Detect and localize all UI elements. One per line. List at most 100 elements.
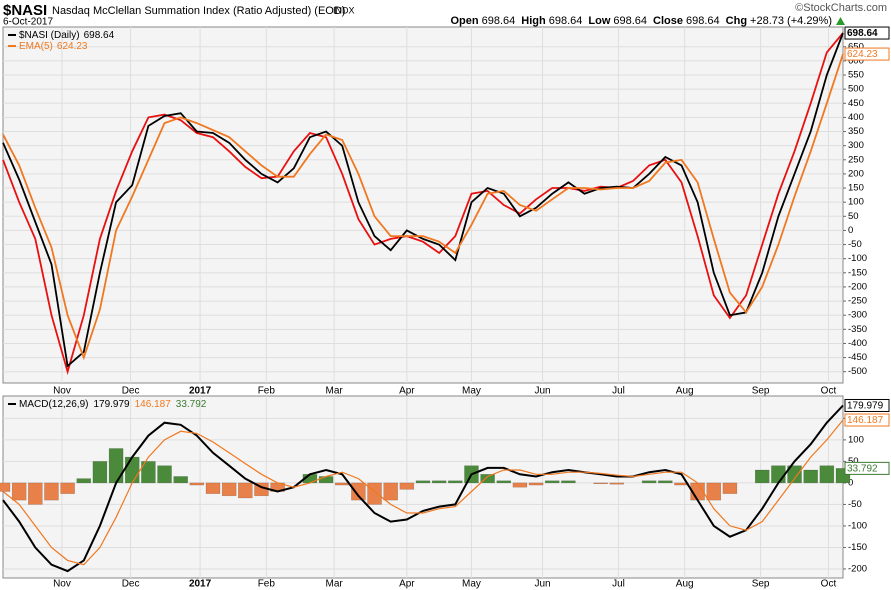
value-tag (844, 398, 890, 412)
y-tick-label: -450 (848, 352, 867, 363)
x-tick-label: Jun (534, 386, 550, 397)
quote-value: 698.64 (482, 15, 516, 27)
x-tick-label: Dec (122, 386, 140, 397)
y-tick-label: -250 (848, 296, 867, 307)
value-tag-label: 179.979 (847, 401, 884, 412)
histogram-bar (238, 482, 253, 499)
y-tick-label: -100 (848, 520, 867, 531)
histogram-bar (528, 482, 544, 486)
y-tick-label: 550 (848, 70, 864, 81)
histogram-bar (496, 480, 512, 484)
y-tick-label: -200 (848, 281, 867, 292)
x-tick-label: Sep (752, 579, 770, 590)
x-tick-label: 2017 (189, 579, 212, 590)
date: 6-Oct-2017 (3, 17, 53, 28)
x-tick-label: Feb (258, 579, 276, 590)
series-line (2, 32, 844, 375)
y-tick-label: -150 (848, 267, 867, 278)
histogram-bar (771, 465, 786, 484)
histogram-bar (641, 480, 657, 484)
histogram-bar (157, 465, 172, 484)
histogram-bar (803, 469, 818, 484)
value-tag (844, 461, 890, 475)
histogram-bar (787, 465, 802, 484)
y-tick-label: -200 (848, 563, 867, 574)
histogram-bar (351, 482, 366, 501)
x-tick-label: Apr (399, 579, 415, 590)
histogram-bar (205, 482, 221, 494)
histogram-bar (544, 480, 560, 484)
histogram-bar (173, 476, 188, 484)
y-tick-label: 600 (848, 55, 864, 66)
x-tick-label: Feb (258, 386, 276, 397)
y-tick-label: 450 (848, 98, 864, 109)
quote-label: Low (588, 15, 610, 27)
x-tick-label: Aug (676, 579, 694, 590)
histogram-bar (593, 482, 608, 485)
series-line (2, 419, 844, 566)
value-tag-label: 33.792 (847, 464, 878, 475)
y-tick-label: 50 (848, 211, 859, 222)
quote-value: 698.64 (549, 15, 583, 27)
quote-value: 698.64 (686, 15, 720, 27)
histogram-bar (334, 482, 350, 486)
legend-name: $NASI (Daily) (19, 30, 80, 41)
x-tick-label: Dec (122, 579, 140, 590)
y-tick-label: 0 (848, 477, 853, 488)
histogram-bar (431, 480, 447, 484)
histogram-bar (141, 461, 156, 484)
x-tick-label: Jul (612, 579, 625, 590)
value-tag (844, 413, 890, 427)
histogram-bar (367, 482, 382, 505)
quote-value: 698.64 (613, 15, 647, 27)
histogram-bar (722, 482, 738, 494)
histogram-bar (480, 474, 495, 484)
histogram-bar (609, 482, 625, 485)
histogram-bar (561, 480, 576, 484)
legend-entry: MACD(12,26,9) 179.979 146.187 33.792 (19, 399, 207, 410)
legend-value: 698.64 (84, 30, 115, 41)
histogram-bar (124, 456, 140, 484)
legend-value: 179.979 (93, 399, 130, 410)
x-tick-label: Aug (676, 386, 694, 397)
quote-label: High (521, 15, 546, 27)
quote-label: Close (653, 15, 683, 27)
y-tick-label: 200 (848, 168, 864, 179)
x-tick-label: May (462, 579, 481, 590)
y-tick-label: 250 (848, 154, 864, 165)
y-tick-label: -100 (848, 253, 867, 264)
histogram-bar (0, 482, 11, 492)
value-tag (844, 26, 890, 40)
value-tag-label: 698.64 (847, 28, 878, 39)
symbol: $NASI (3, 2, 47, 19)
x-tick-label: Mar (326, 579, 344, 590)
copyright: ©StockCharts.com (795, 2, 887, 14)
histogram-bar (754, 469, 770, 484)
legend-value: 33.792 (176, 399, 207, 410)
x-tick-label: Apr (399, 386, 415, 397)
x-tick-label: Oct (821, 579, 837, 590)
x-tick-label: Nov (53, 579, 71, 590)
y-tick-label: 400 (848, 112, 864, 123)
histogram-bar (60, 482, 75, 494)
legend-name: MACD(12,26,9) (19, 399, 88, 410)
series-line (2, 32, 844, 368)
y-tick-label: 350 (848, 126, 864, 137)
x-tick-label: Mar (326, 386, 344, 397)
quote-value: +28.73 (+4.29%) (750, 15, 832, 27)
histogram-bar (44, 482, 59, 501)
y-tick-label: -150 (848, 542, 867, 553)
histogram-bar (819, 465, 835, 484)
quote-label: Open (450, 15, 478, 27)
quote: Open 698.64 High 698.64 Low 698.64 Close 698.64… (450, 15, 832, 27)
y-tick-label: 300 (848, 140, 864, 151)
y-tick-label: -50 (848, 499, 862, 510)
legend-value: 146.187 (135, 399, 172, 410)
y-tick-label: 0 (848, 225, 853, 236)
histogram-bar (383, 482, 398, 501)
y-tick-label: 650 (848, 41, 864, 52)
histogram-bar (658, 480, 673, 484)
exchange: INDX (333, 5, 355, 15)
x-tick-label: Jun (534, 579, 550, 590)
value-tag (844, 47, 890, 61)
